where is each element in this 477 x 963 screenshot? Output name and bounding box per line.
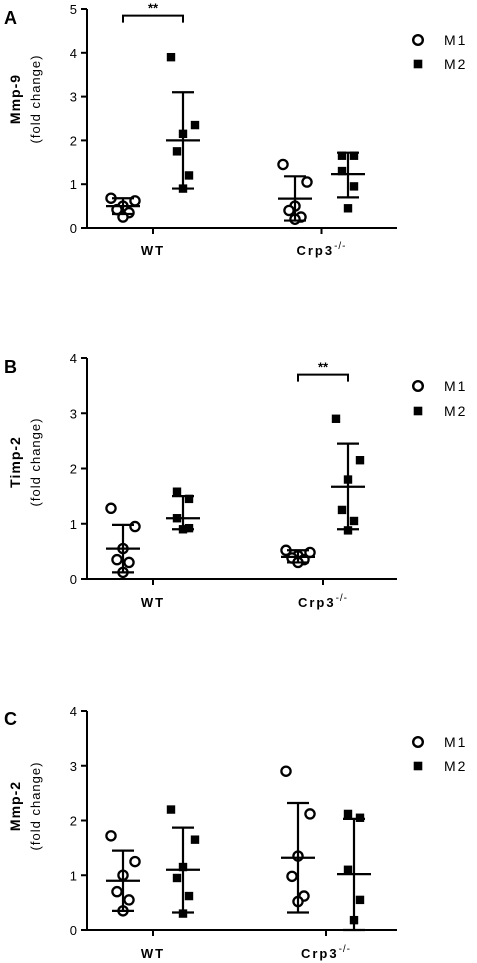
- y-axis-subtitle: (fold change): [28, 762, 43, 851]
- panel-letter: C: [4, 709, 17, 729]
- y-tick-label: 2: [70, 462, 77, 477]
- y-tick-label: 0: [70, 221, 77, 236]
- y-tick-label: 3: [70, 90, 77, 105]
- legend-label: M2: [444, 758, 467, 774]
- m2-data-point: [337, 166, 347, 176]
- panel-c: C Mmp-2 (fold change) 0 1 2 3 4 WT Crp3-/- M1 M2: [4, 704, 467, 961]
- x-category-superscript: -/-: [339, 944, 351, 955]
- m2-data-point: [349, 151, 359, 160]
- m1-data-point: [277, 158, 289, 171]
- m2-data-point: [349, 516, 359, 526]
- m2-data-point: [343, 809, 353, 819]
- x-category-label: Crp3-/-: [296, 241, 346, 258]
- significance-label: **: [148, 1, 159, 16]
- m2-data-point: [184, 891, 194, 901]
- m2-data-point: [190, 835, 200, 844]
- legend-m2-marker: [413, 406, 423, 416]
- x-category-label: WT: [141, 595, 165, 610]
- m2-data-point: [172, 873, 182, 883]
- m2-data-point: [337, 151, 347, 160]
- y-axis-title: Mmp-9: [7, 74, 23, 124]
- m2-data-point: [331, 414, 341, 423]
- m1-data-point: [105, 830, 117, 842]
- x-category-name: Crp3: [296, 243, 334, 258]
- significance-label: **: [318, 360, 329, 375]
- legend-label: M2: [444, 56, 467, 72]
- m1-data-point: [280, 765, 292, 777]
- legend-m2-marker: [413, 761, 423, 771]
- m2-data-point: [349, 182, 359, 191]
- y-tick-label: 0: [70, 572, 77, 587]
- m1-data-point: [111, 885, 123, 898]
- m1-data-point: [129, 855, 141, 868]
- m2-data-point: [343, 526, 353, 535]
- panel-letter: A: [4, 8, 17, 28]
- x-category-name: WT: [141, 243, 165, 258]
- legend-label: M1: [444, 32, 467, 48]
- x-category-label: Crp3-/-: [301, 944, 351, 961]
- y-tick-label: 3: [70, 759, 77, 774]
- legend-m2-marker: [413, 59, 423, 69]
- y-tick-label: 5: [70, 2, 77, 17]
- m2-data-point: [337, 505, 347, 515]
- panel-a: A Mmp-9 (fold change) 0 1 2 3 4 5 WT Crp3-/- ** M1 M2: [4, 1, 467, 258]
- m2-data-point: [172, 147, 182, 156]
- legend-label: M1: [444, 734, 467, 750]
- m1-data-point: [123, 556, 135, 569]
- m2-data-point: [355, 895, 365, 905]
- x-category-label: Crp3-/-: [298, 593, 348, 610]
- y-axis-subtitle: (fold change): [28, 55, 43, 144]
- m1-data-point: [286, 870, 298, 883]
- legend-m1-marker: [412, 736, 425, 749]
- m1-data-point: [129, 520, 141, 533]
- m1-data-point: [304, 808, 316, 820]
- y-tick-label: 1: [70, 177, 77, 192]
- x-category-name: WT: [141, 946, 165, 961]
- panel-letter: B: [4, 357, 17, 377]
- panel-b: B Timp-2 (fold change) 0 1 2 3 4 WT Crp3-/- ** M1 M2: [4, 351, 467, 610]
- y-axis-title: Timp-2: [7, 436, 23, 488]
- x-category-superscript: -/-: [334, 241, 346, 252]
- significance-bracket: [122, 14, 184, 23]
- legend-m1-marker: [412, 34, 425, 47]
- y-axis-title: Mmp-2: [7, 781, 23, 831]
- y-tick-label: 1: [70, 868, 77, 883]
- m1-data-point: [301, 176, 313, 188]
- significance-bracket: [297, 373, 349, 382]
- m2-data-point: [190, 120, 200, 130]
- legend-m1-marker: [412, 380, 425, 393]
- y-tick-label: 2: [70, 133, 77, 148]
- x-category-superscript: -/-: [336, 593, 348, 604]
- m1-data-point: [283, 204, 295, 217]
- x-category-name: Crp3: [301, 946, 339, 961]
- m2-data-point: [343, 204, 353, 213]
- m1-data-point: [111, 553, 123, 566]
- x-category-name: Crp3: [298, 595, 336, 610]
- y-tick-label: 4: [70, 46, 77, 61]
- m2-data-point: [172, 487, 182, 496]
- x-category-label: WT: [141, 946, 165, 961]
- m1-data-point: [123, 894, 135, 906]
- x-category-label: WT: [141, 243, 165, 258]
- y-tick-label: 0: [70, 923, 77, 938]
- m2-data-point: [166, 805, 176, 814]
- m2-data-point: [343, 865, 353, 874]
- m2-data-point: [184, 494, 194, 504]
- y-tick-label: 2: [70, 814, 77, 829]
- m2-data-point: [355, 456, 365, 465]
- legend-label: M1: [444, 378, 467, 394]
- y-tick-label: 3: [70, 406, 77, 421]
- m2-data-point: [184, 171, 194, 180]
- y-tick-label: 4: [70, 704, 77, 719]
- m2-data-point: [166, 52, 176, 62]
- x-category-name: WT: [141, 595, 165, 610]
- m2-data-point: [184, 523, 194, 533]
- m1-data-point: [105, 502, 117, 515]
- y-tick-label: 1: [70, 517, 77, 532]
- y-axis-subtitle: (fold change): [28, 418, 43, 507]
- y-tick-label: 4: [70, 351, 77, 366]
- legend-label: M2: [444, 403, 467, 419]
